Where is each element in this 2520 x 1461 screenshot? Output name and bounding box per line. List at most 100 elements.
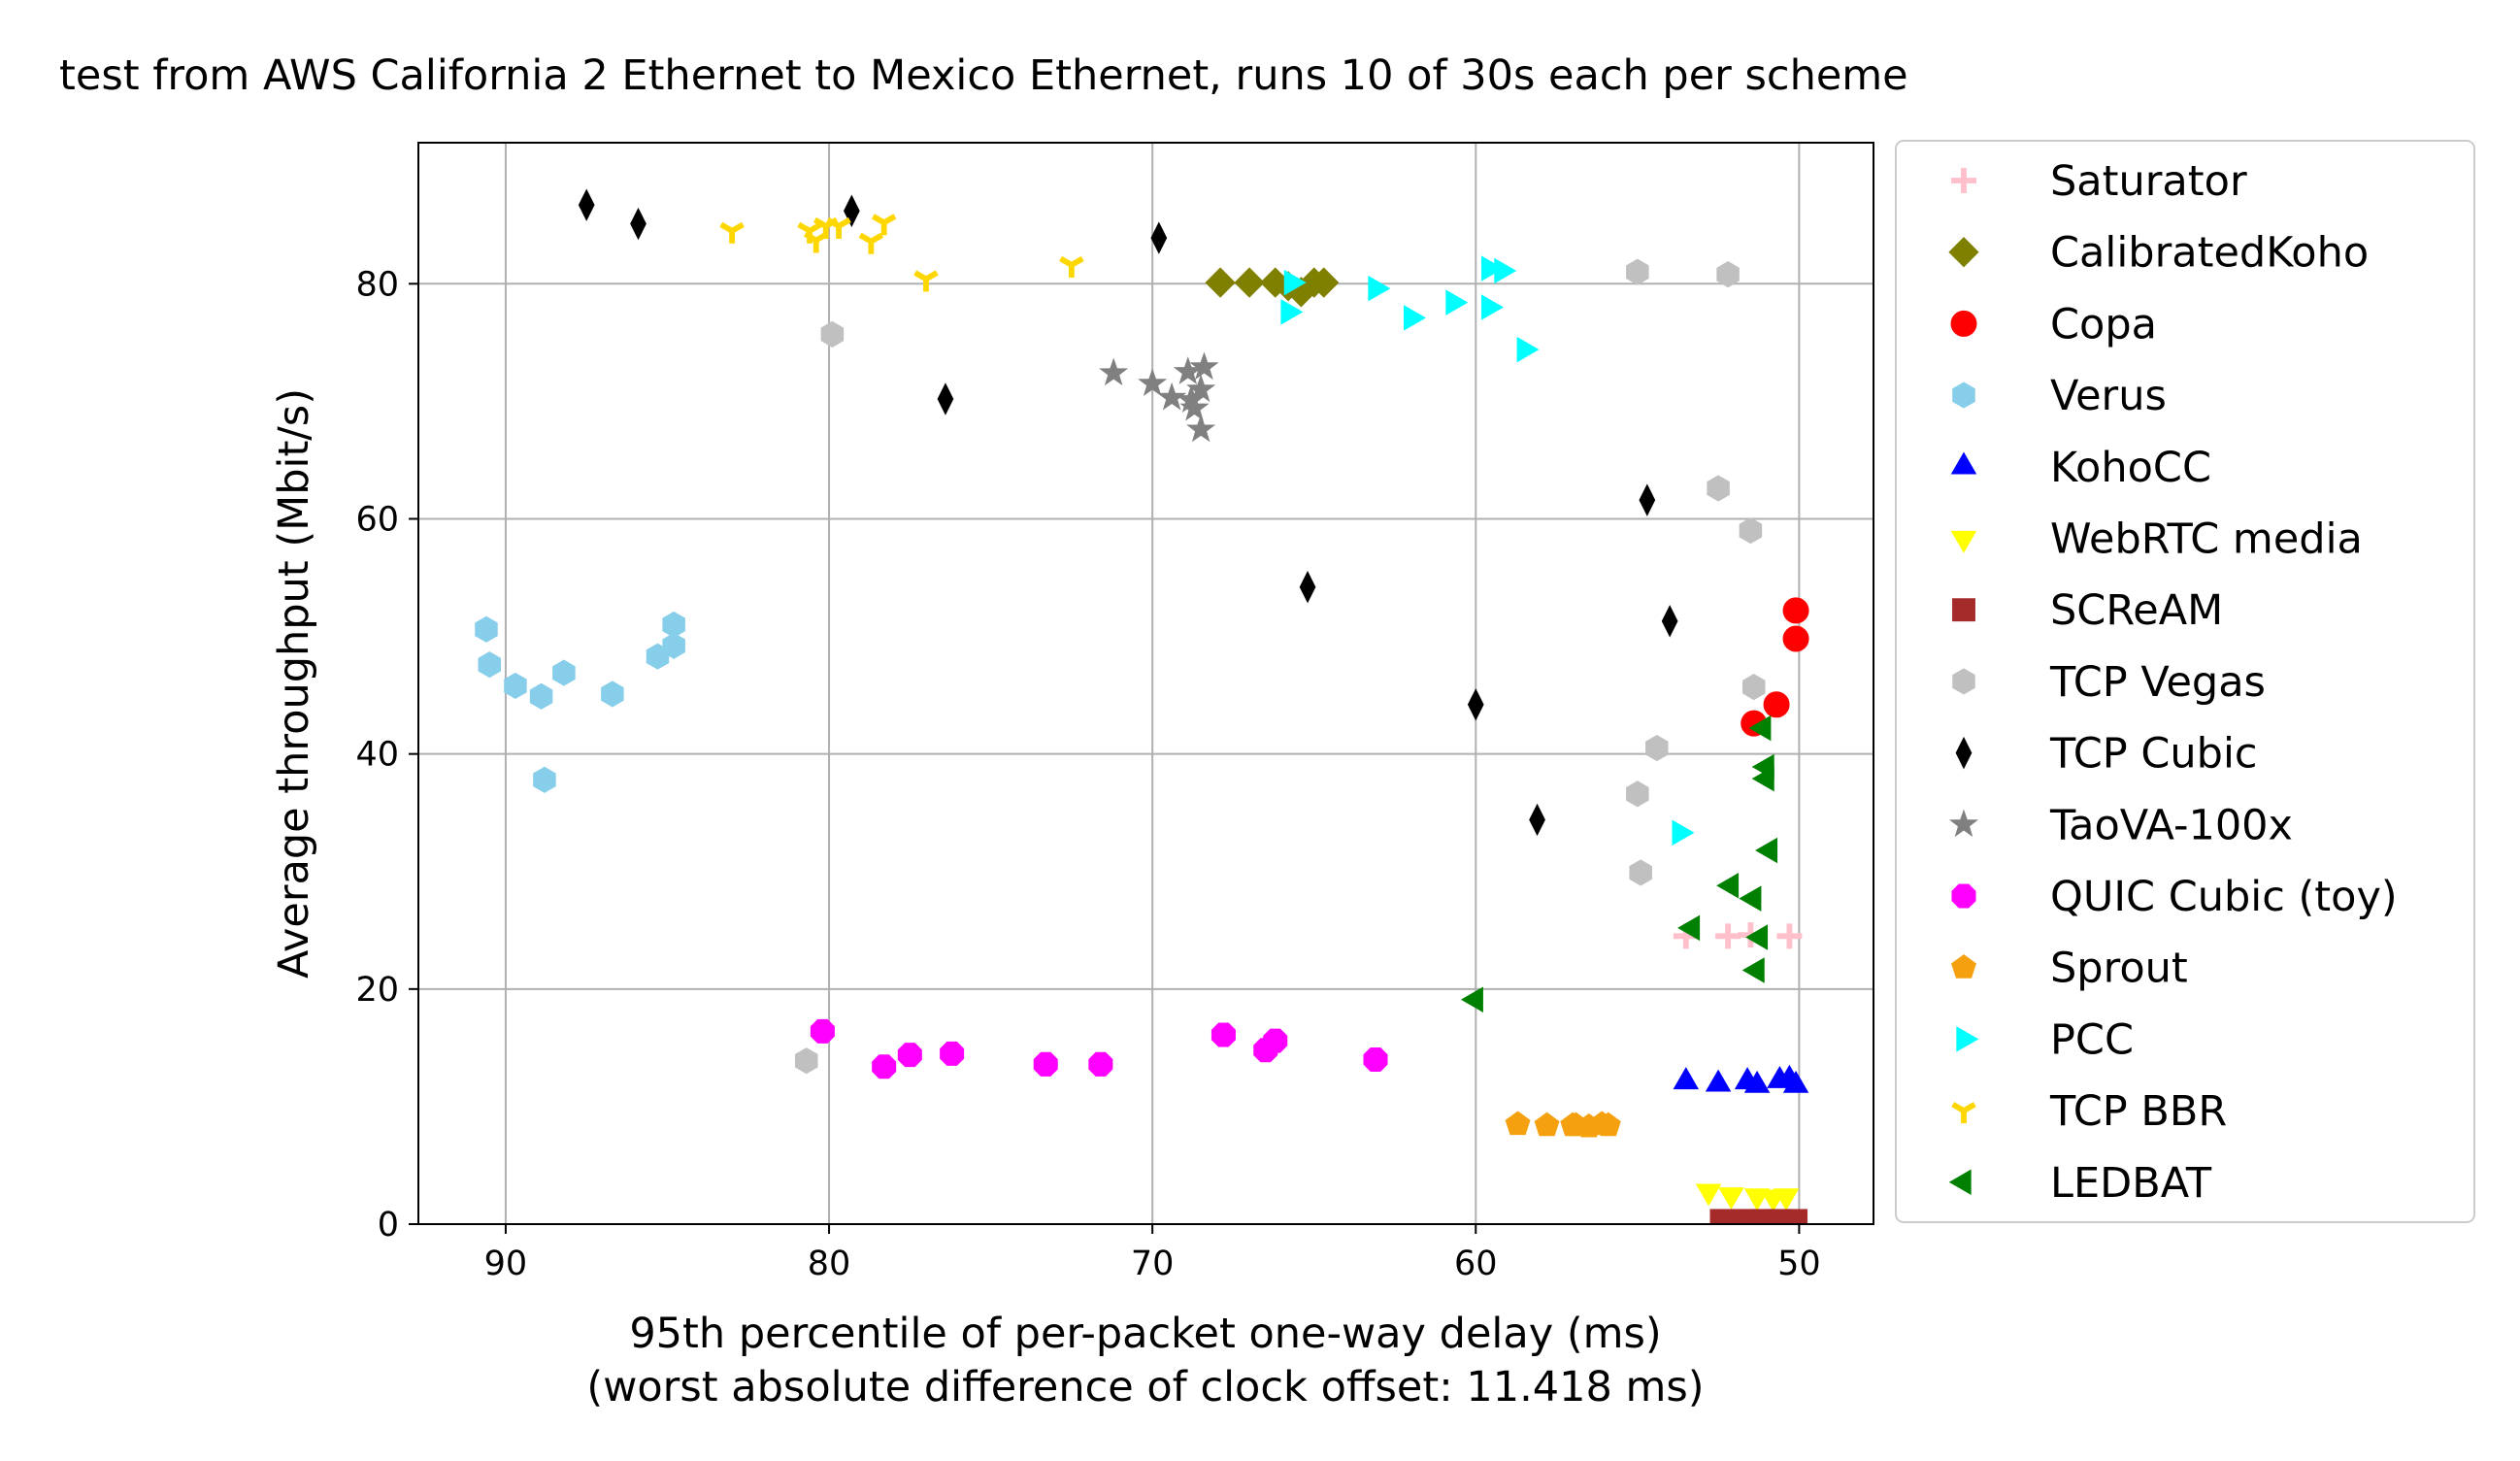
- legend: Saturator CalibratedKoho Copa Verus KohoCC We…: [1948, 157, 2398, 1208]
- data-point-webrtc-media: [1773, 1188, 1800, 1212]
- y-axis-label: Average throughput (Mbit/s): [270, 388, 318, 979]
- series-quic-cubic-toy: [810, 1018, 1388, 1079]
- legend-item-webrtc-media: WebRTC media: [1950, 515, 2363, 564]
- data-point-tcp-cubic: [1299, 570, 1316, 604]
- data-point-tcp-cubic: [937, 382, 954, 415]
- data-point-quic-cubic-toy: [897, 1043, 922, 1068]
- series-webrtc-media: [1695, 1183, 1800, 1212]
- data-point-tcp-vegas: [1707, 475, 1730, 502]
- y-tick-label: 20: [355, 971, 399, 1010]
- grid-lines: [418, 143, 1873, 1225]
- data-point-ledbat: [1716, 873, 1740, 899]
- legend-marker-ledbat: [1948, 1169, 1972, 1196]
- legend-item-scream: SCReAM: [1952, 586, 2223, 635]
- data-point-tcp-vegas: [794, 1047, 818, 1075]
- data-point-scream: [1732, 1209, 1756, 1224]
- x-tick-label: 80: [808, 1245, 851, 1283]
- data-point-tcp-cubic: [1661, 605, 1678, 638]
- data-point-pcc: [1672, 819, 1695, 847]
- legend-label: TCP Vegas: [2049, 658, 2266, 707]
- legend-label: Saturator: [2050, 157, 2247, 206]
- plot-frame: [417, 142, 1874, 1225]
- legend-marker-tcp-vegas: [1952, 668, 1975, 695]
- series-sprout: [1505, 1111, 1621, 1138]
- legend-item-pcc: PCC: [1956, 1015, 2134, 1064]
- data-point-ledbat: [1751, 765, 1774, 792]
- legend-item-ledbat: LEDBAT: [1948, 1159, 2212, 1208]
- data-point-kohocc: [1673, 1067, 1700, 1090]
- x-tick-label: 70: [1131, 1245, 1175, 1283]
- data-point-saturator: [1776, 923, 1803, 949]
- data-point-verus: [475, 615, 498, 643]
- legend-label: TaoVA-100x: [2049, 801, 2293, 849]
- legend-marker-saturator: [1951, 168, 1976, 193]
- data-point-saturator: [1715, 923, 1741, 949]
- data-point-sprout: [1534, 1112, 1560, 1137]
- legend-marker-sprout: [1951, 954, 1976, 979]
- data-point-taova-100x: [1138, 368, 1168, 397]
- data-point-taova-100x: [1099, 357, 1129, 386]
- data-point-calibratedkoho: [1309, 267, 1340, 298]
- data-point-calibratedkoho: [1234, 267, 1265, 298]
- legend-label: WebRTC media: [2050, 515, 2363, 564]
- data-point-tcp-vegas: [1626, 258, 1649, 285]
- data-point-tcp-bbr: [871, 214, 897, 236]
- data-point-taova-100x: [1157, 382, 1187, 411]
- data-point-tcp-cubic: [1150, 221, 1168, 254]
- data-point-quic-cubic-toy: [1033, 1051, 1058, 1077]
- data-point-tcp-vegas: [820, 320, 845, 348]
- data-point-taova-100x: [1173, 356, 1203, 384]
- data-point-ledbat: [1748, 714, 1772, 742]
- data-point-sprout: [1575, 1112, 1602, 1138]
- x-tick-label: 60: [1454, 1245, 1498, 1283]
- data-point-ledbat: [1460, 986, 1483, 1013]
- legend-label: Sprout: [2050, 945, 2188, 993]
- data-point-verus: [552, 659, 576, 686]
- legend-marker-tcp-cubic: [1955, 736, 1973, 770]
- y-tick-label: 60: [355, 500, 399, 539]
- data-point-taova-100x: [1179, 392, 1210, 421]
- legend-item-tcp-bbr: TCP BBR: [1951, 1087, 2227, 1136]
- data-point-pcc: [1404, 305, 1426, 331]
- data-point-tcp-vegas: [1739, 517, 1763, 545]
- legend-item-tcp-vegas: TCP Vegas: [1952, 658, 2266, 707]
- data-point-quic-cubic-toy: [1088, 1051, 1113, 1077]
- legend-item-tcp-cubic: TCP Cubic: [1955, 730, 2258, 779]
- data-point-webrtc-media: [1695, 1183, 1722, 1207]
- data-point-copa: [1782, 597, 1809, 624]
- data-point-pcc: [1280, 299, 1304, 325]
- data-point-ledbat: [1745, 924, 1769, 950]
- data-point-webrtc-media: [1718, 1187, 1744, 1211]
- data-point-pcc: [1480, 255, 1504, 282]
- data-point-tcp-vegas: [1626, 780, 1649, 808]
- data-point-pcc: [1445, 289, 1469, 315]
- chart-title: test from AWS California 2 Ethernet to M…: [59, 51, 1908, 100]
- legend-label: LEDBAT: [2050, 1159, 2212, 1208]
- legend-marker-calibratedkoho: [1948, 237, 1979, 268]
- x-axis-label: 95th percentile of per-packet one-way de…: [629, 1310, 1661, 1358]
- data-point-calibratedkoho: [1205, 267, 1236, 298]
- data-point-verus: [478, 651, 502, 679]
- plot-area: [475, 188, 1809, 1224]
- series-pcc: [1280, 255, 1695, 847]
- data-point-tcp-bbr: [719, 221, 745, 244]
- legend-item-calibratedkoho: CalibratedKoho: [1948, 229, 2369, 278]
- data-point-ledbat: [1739, 885, 1762, 912]
- legend-label: CalibratedKoho: [2050, 229, 2369, 278]
- data-point-verus: [533, 766, 556, 793]
- data-point-kohocc: [1782, 1070, 1809, 1093]
- legend-marker-scream: [1952, 598, 1975, 622]
- data-point-scream: [1784, 1209, 1807, 1224]
- data-point-pcc: [1368, 275, 1391, 302]
- series-tcp-bbr: [719, 214, 1084, 292]
- data-point-tcp-bbr: [1059, 255, 1084, 278]
- legend-marker-copa: [1950, 310, 1977, 337]
- data-point-sprout: [1505, 1111, 1531, 1136]
- legend-label: TCP Cubic: [2049, 730, 2258, 779]
- y-axis-ticks: 0 20 40 60 80: [355, 265, 418, 1245]
- data-point-kohocc: [1705, 1069, 1732, 1092]
- data-point-tcp-vegas: [1741, 674, 1766, 701]
- data-point-quic-cubic-toy: [1363, 1046, 1388, 1072]
- data-point-kohocc: [1743, 1070, 1771, 1093]
- legend-marker-kohocc: [1950, 451, 1977, 475]
